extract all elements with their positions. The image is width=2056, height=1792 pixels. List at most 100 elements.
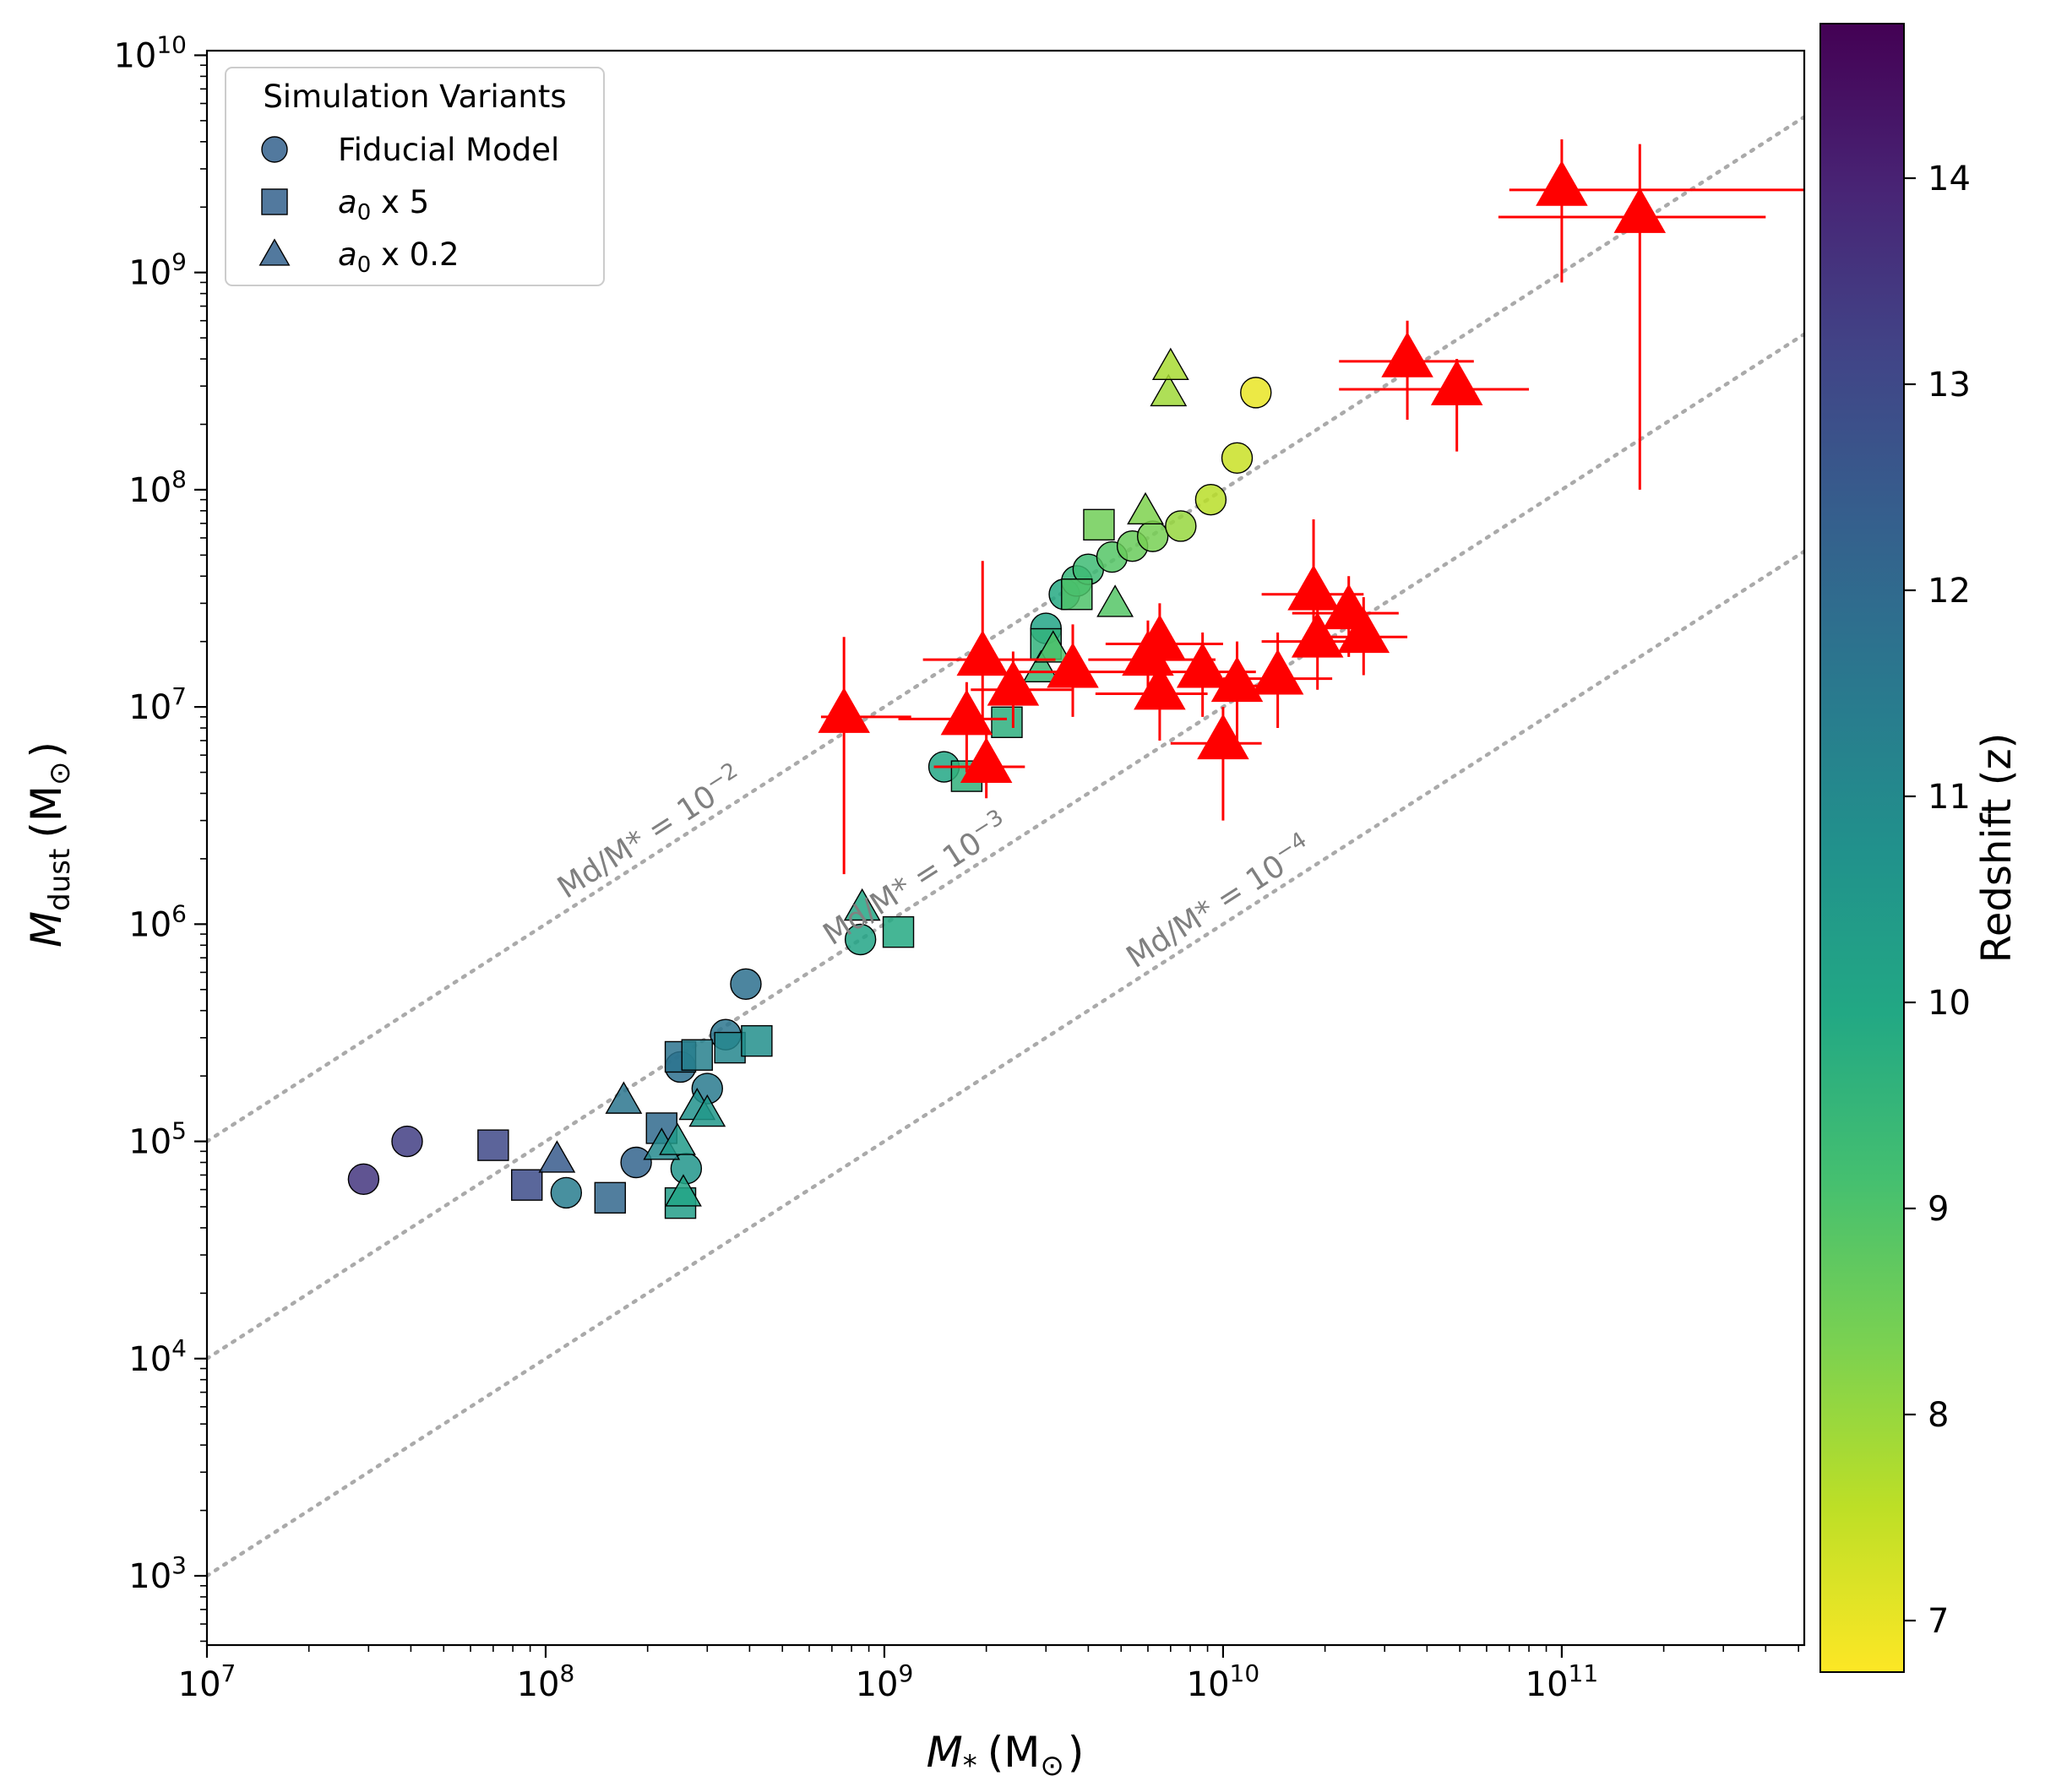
colorbar-tick-label: 10	[1928, 984, 1971, 1023]
x-tick-base: 10	[1526, 1665, 1569, 1704]
sim-point-square	[741, 1024, 773, 1057]
simulation-points	[347, 347, 1272, 1219]
obs-point	[987, 660, 1040, 706]
sim-point-square	[882, 915, 915, 948]
sim-point-circle	[1165, 510, 1197, 542]
y-tick-base: 10	[128, 471, 171, 510]
x-tick-exp: 8	[560, 1659, 575, 1687]
y-tick-exp: 9	[171, 248, 187, 276]
y-tick-base: 10	[113, 36, 156, 75]
y-label-main: M	[22, 911, 71, 948]
x-tick-label: 107	[178, 1659, 237, 1704]
y-tick-label: 1010	[113, 30, 187, 75]
x-tick-exp: 10	[1230, 1659, 1260, 1687]
y-label-unit: (M	[22, 785, 71, 839]
obs-point	[940, 689, 993, 736]
y-label-close: )	[22, 741, 71, 758]
x-tick-label: 1011	[1526, 1659, 1599, 1704]
x-tick-base: 10	[856, 1665, 899, 1704]
y-tick-exp: 8	[171, 465, 187, 493]
legend-label-text: Fiducial Model	[338, 132, 559, 168]
y-tick-label: 108	[128, 465, 187, 510]
reference-line	[207, 549, 1804, 1578]
colorbar-tick-label: 13	[1928, 366, 1971, 405]
y-axis-label: Mdust (M⊙)	[22, 741, 77, 948]
sim-point-triangle	[1022, 649, 1060, 683]
legend-title: Simulation Variants	[263, 79, 566, 115]
obs-point	[1134, 614, 1186, 660]
x-tick-exp: 11	[1569, 1659, 1599, 1687]
x-label-main: M	[927, 1728, 963, 1777]
obs-point	[1337, 607, 1390, 654]
legend-label-text: x 0.2	[371, 236, 459, 273]
sim-point-triangle	[538, 1140, 576, 1173]
legend-marker-square	[261, 188, 288, 215]
y-tick-base: 10	[128, 254, 171, 293]
y-tick-exp: 4	[171, 1334, 187, 1362]
sim-point-square	[991, 706, 1023, 738]
x-tick-label: 1010	[1187, 1659, 1260, 1704]
sim-point-circle	[1194, 483, 1227, 516]
obs-point	[1430, 360, 1483, 405]
x-tick-base: 10	[178, 1665, 221, 1704]
sim-point-square	[1083, 508, 1115, 541]
sim-point-square	[681, 1039, 713, 1071]
sim-point-triangle	[1034, 630, 1072, 663]
y-label-sub: dust	[43, 849, 77, 911]
sim-point-triangle	[1150, 373, 1188, 407]
x-tick-base: 10	[1187, 1665, 1230, 1704]
sim-point-square	[477, 1129, 509, 1161]
x-tick-label: 108	[517, 1659, 575, 1704]
legend-label-sym-sub: 0	[357, 253, 372, 278]
y-tick-label: 105	[128, 1117, 187, 1162]
sim-point-circle	[550, 1176, 583, 1209]
y-tick-label: 107	[128, 682, 187, 727]
sim-point-square	[511, 1169, 543, 1201]
y-tick-label: 103	[128, 1551, 187, 1596]
sim-point-circle	[844, 923, 877, 956]
colorbar-tick-label: 11	[1928, 778, 1971, 817]
sim-point-square	[1061, 578, 1093, 611]
obs-point	[1047, 642, 1099, 688]
sim-point-circle	[347, 1163, 380, 1196]
colorbar-tick-label: 7	[1928, 1602, 1949, 1641]
obs-point	[1197, 714, 1249, 760]
colorbar-tick-label: 9	[1928, 1190, 1949, 1229]
sim-point-triangle	[1151, 347, 1189, 380]
y-tick-base: 10	[128, 1340, 171, 1379]
sim-point-square	[714, 1031, 746, 1064]
sim-point-triangle	[1127, 491, 1164, 525]
sim-point-square	[594, 1181, 626, 1214]
colorbar-label: Redshift (z)	[1973, 733, 2021, 964]
y-tick-label: 106	[128, 899, 187, 944]
obs-point	[1134, 664, 1186, 710]
x-axis-label: M* (M⊙)	[927, 1728, 1085, 1783]
y-tick-base: 10	[128, 1557, 171, 1596]
obs-point	[1287, 564, 1340, 611]
legend-label: Fiducial Model	[338, 132, 559, 168]
obs-point	[1251, 649, 1304, 695]
x-label-sub: *	[963, 1749, 977, 1783]
colorbar-tick-label: 12	[1928, 572, 1971, 611]
legend-label-sym: a	[338, 184, 357, 220]
sim-point-triangle	[659, 1122, 696, 1155]
y-tick-exp: 6	[171, 899, 187, 927]
y-tick-exp: 3	[171, 1551, 187, 1579]
obs-point	[960, 737, 1013, 783]
sim-point-circle	[1221, 442, 1254, 475]
obs-point	[1210, 656, 1264, 703]
obs-point	[956, 630, 1009, 676]
observation-points	[818, 139, 1804, 875]
sim-point-circle	[730, 968, 762, 1000]
y-tick-exp: 7	[171, 682, 187, 710]
colorbar-tick-label: 14	[1928, 160, 1971, 198]
plot-frame	[205, 49, 1806, 1647]
sim-point-circle	[620, 1146, 652, 1179]
sim-point-triangle	[843, 888, 881, 921]
legend-label-sym: a	[338, 236, 357, 273]
obs-point	[1291, 611, 1344, 658]
x-tick-exp: 7	[221, 1659, 237, 1687]
